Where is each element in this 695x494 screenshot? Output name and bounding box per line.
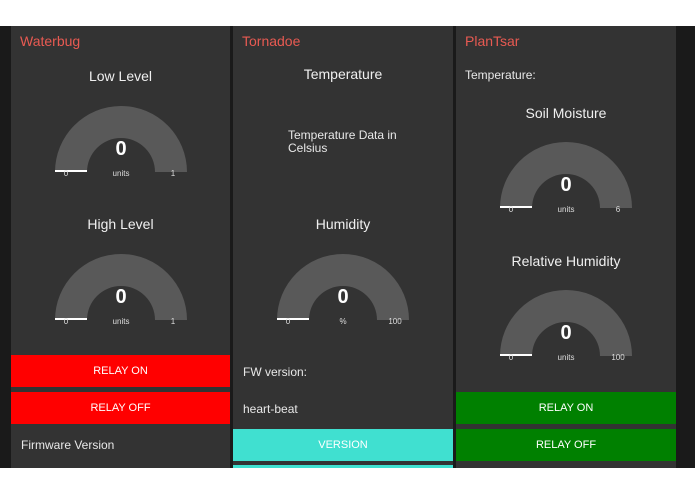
humidity-label: Humidity bbox=[315, 216, 371, 232]
relative-humidity-min: 0 bbox=[508, 353, 514, 362]
plantsar-relay-off-button[interactable]: RELAY OFF bbox=[456, 429, 676, 461]
waterbug-panel: Waterbug Low Level 0 units 0 1 High Leve… bbox=[11, 26, 230, 468]
soil-moisture-max: 6 bbox=[615, 205, 621, 214]
waterbug-relay-off-button[interactable]: RELAY OFF bbox=[11, 392, 230, 424]
plantsar-panel: PlanTsar Temperature: Soil Moisture 0 un… bbox=[456, 26, 676, 468]
relative-humidity-gauge: 0 units 0 100 bbox=[496, 288, 636, 368]
waterbug-relay-on-button[interactable]: RELAY ON bbox=[11, 355, 230, 387]
plantsar-title: PlanTsar bbox=[465, 33, 520, 49]
low-level-min: 0 bbox=[63, 169, 69, 178]
low-level-label: Low Level bbox=[88, 68, 153, 84]
temperature-data-text: Temperature Data in Celsius bbox=[288, 128, 397, 155]
relative-humidity-max: 100 bbox=[611, 353, 625, 362]
low-level-gauge: 0 units 0 1 bbox=[51, 104, 191, 184]
plantsar-relay-on-button[interactable]: RELAY ON bbox=[456, 392, 676, 424]
humidity-gauge: 0 % 0 100 bbox=[273, 252, 413, 332]
high-level-label: High Level bbox=[87, 216, 154, 232]
high-level-units: units bbox=[112, 317, 130, 326]
tornadoe-title: Tornadoe bbox=[242, 33, 301, 49]
heart-beat-label: heart-beat bbox=[243, 402, 298, 416]
high-level-value: 0 bbox=[115, 286, 127, 308]
dashboard: Waterbug Low Level 0 units 0 1 High Leve… bbox=[0, 26, 695, 468]
relative-humidity-units: units bbox=[557, 353, 575, 362]
low-level-value: 0 bbox=[115, 138, 127, 160]
relative-humidity-label: Relative Humidity bbox=[511, 253, 621, 269]
soil-moisture-units: units bbox=[557, 205, 575, 214]
tornadoe-panel: Tornadoe Temperature Temperature Data in… bbox=[233, 26, 453, 468]
version-button[interactable]: VERSION bbox=[233, 429, 453, 461]
fw-version-label: FW version: bbox=[243, 365, 308, 379]
plantsar-temperature-label: Temperature: bbox=[465, 68, 536, 82]
high-level-max: 1 bbox=[170, 317, 176, 326]
soil-moisture-gauge: 0 units 0 6 bbox=[496, 140, 636, 220]
humidity-min: 0 bbox=[285, 317, 291, 326]
soil-moisture-min: 0 bbox=[508, 205, 514, 214]
version-button-2-edge[interactable] bbox=[233, 465, 453, 468]
humidity-value: 0 bbox=[337, 286, 349, 308]
high-level-gauge: 0 units 0 1 bbox=[51, 252, 191, 332]
low-level-max: 1 bbox=[170, 169, 176, 178]
temperature-label: Temperature bbox=[303, 66, 383, 82]
humidity-units: % bbox=[339, 317, 347, 326]
high-level-min: 0 bbox=[63, 317, 69, 326]
soil-moisture-label: Soil Moisture bbox=[525, 105, 607, 121]
waterbug-title: Waterbug bbox=[20, 33, 81, 49]
firmware-version-label: Firmware Version bbox=[21, 438, 115, 452]
low-level-units: units bbox=[112, 169, 130, 178]
relative-humidity-value: 0 bbox=[560, 322, 572, 344]
humidity-max: 100 bbox=[388, 317, 402, 326]
soil-moisture-value: 0 bbox=[560, 174, 572, 196]
